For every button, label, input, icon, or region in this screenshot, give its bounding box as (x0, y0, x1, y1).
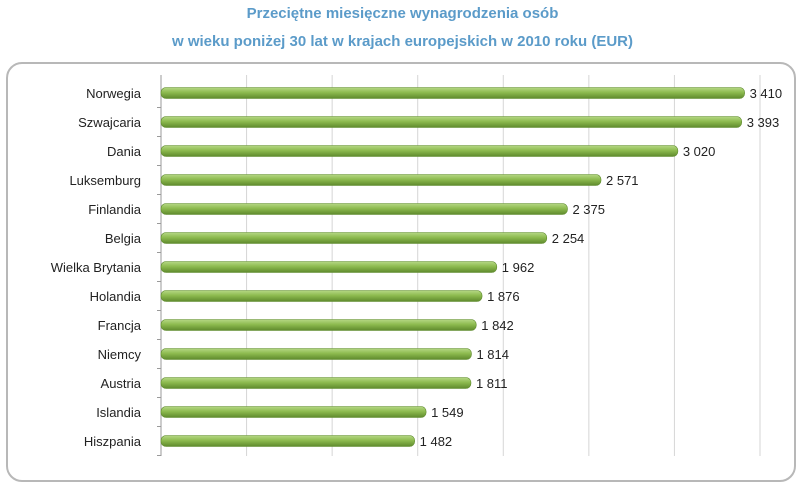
chart-title-line2: w wieku poniżej 30 lat w krajach europej… (172, 33, 633, 50)
value-label: 3 393 (747, 115, 780, 130)
bar-luksemburg (160, 174, 602, 186)
value-label: 1 811 (476, 376, 508, 391)
bar-belgia (160, 232, 548, 244)
bars (160, 87, 745, 447)
bar-chart: Norwegia Szwajcaria Dania Luksemburg Finland… (51, 75, 783, 456)
value-label: 1 842 (481, 318, 514, 333)
value-label: 1 814 (476, 347, 509, 362)
value-label: 2 254 (552, 231, 585, 246)
bar-hiszpania (160, 435, 415, 447)
category-label: Francja (98, 318, 142, 333)
value-label: 1 962 (502, 260, 535, 275)
value-label: 1 482 (420, 434, 453, 449)
category-labels: Norwegia Szwajcaria Dania Luksemburg Finland… (51, 86, 142, 449)
bar-niemcy (160, 348, 472, 360)
bar-francja (160, 319, 477, 331)
value-label: 3 020 (683, 144, 716, 159)
category-label: Wielka Brytania (51, 260, 142, 275)
category-label: Norwegia (86, 86, 142, 101)
category-label: Holandia (90, 289, 142, 304)
category-label: Dania (107, 144, 142, 159)
value-label: 1 876 (487, 289, 520, 304)
bar-holandia (160, 290, 483, 302)
category-label: Austria (101, 376, 142, 391)
value-label: 2 375 (572, 202, 605, 217)
bar-wielka-brytania (160, 261, 498, 273)
category-label: Hiszpania (84, 434, 142, 449)
bar-islandia (160, 406, 427, 418)
bar-dania (160, 145, 679, 157)
bar-finlandia (160, 203, 568, 215)
category-label: Luksemburg (69, 173, 141, 188)
category-label: Islandia (96, 405, 142, 420)
bar-szwajcaria (160, 116, 742, 128)
value-label: 2 571 (606, 173, 639, 188)
bar-norwegia (160, 87, 745, 99)
bar-austria (160, 377, 472, 389)
category-label: Belgia (105, 231, 142, 246)
value-label: 1 549 (431, 405, 464, 420)
category-label: Finlandia (88, 202, 142, 217)
category-label: Niemcy (98, 347, 142, 362)
value-label: 3 410 (750, 86, 783, 101)
category-label: Szwajcaria (78, 115, 142, 130)
chart-title-line1: Przeciętne miesięczne wynagrodzenia osób (246, 5, 559, 22)
